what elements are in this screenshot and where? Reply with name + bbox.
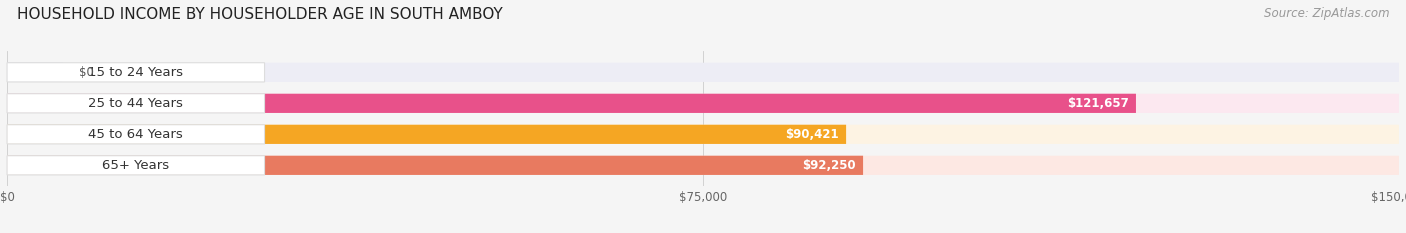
FancyBboxPatch shape [7, 125, 264, 144]
Text: $0: $0 [79, 66, 94, 79]
FancyBboxPatch shape [7, 125, 1399, 144]
FancyBboxPatch shape [7, 156, 264, 175]
Text: HOUSEHOLD INCOME BY HOUSEHOLDER AGE IN SOUTH AMBOY: HOUSEHOLD INCOME BY HOUSEHOLDER AGE IN S… [17, 7, 502, 22]
FancyBboxPatch shape [7, 63, 63, 82]
FancyBboxPatch shape [7, 63, 264, 82]
Text: $90,421: $90,421 [786, 128, 839, 141]
FancyBboxPatch shape [7, 94, 264, 113]
FancyBboxPatch shape [7, 94, 1399, 113]
FancyBboxPatch shape [7, 156, 863, 175]
Text: 15 to 24 Years: 15 to 24 Years [89, 66, 183, 79]
FancyBboxPatch shape [7, 125, 846, 144]
Text: Source: ZipAtlas.com: Source: ZipAtlas.com [1264, 7, 1389, 20]
Text: 45 to 64 Years: 45 to 64 Years [89, 128, 183, 141]
Text: $121,657: $121,657 [1067, 97, 1129, 110]
FancyBboxPatch shape [7, 156, 1399, 175]
Text: 25 to 44 Years: 25 to 44 Years [89, 97, 183, 110]
Text: 65+ Years: 65+ Years [103, 159, 169, 172]
Text: $92,250: $92,250 [803, 159, 856, 172]
FancyBboxPatch shape [7, 63, 1399, 82]
FancyBboxPatch shape [7, 94, 1136, 113]
